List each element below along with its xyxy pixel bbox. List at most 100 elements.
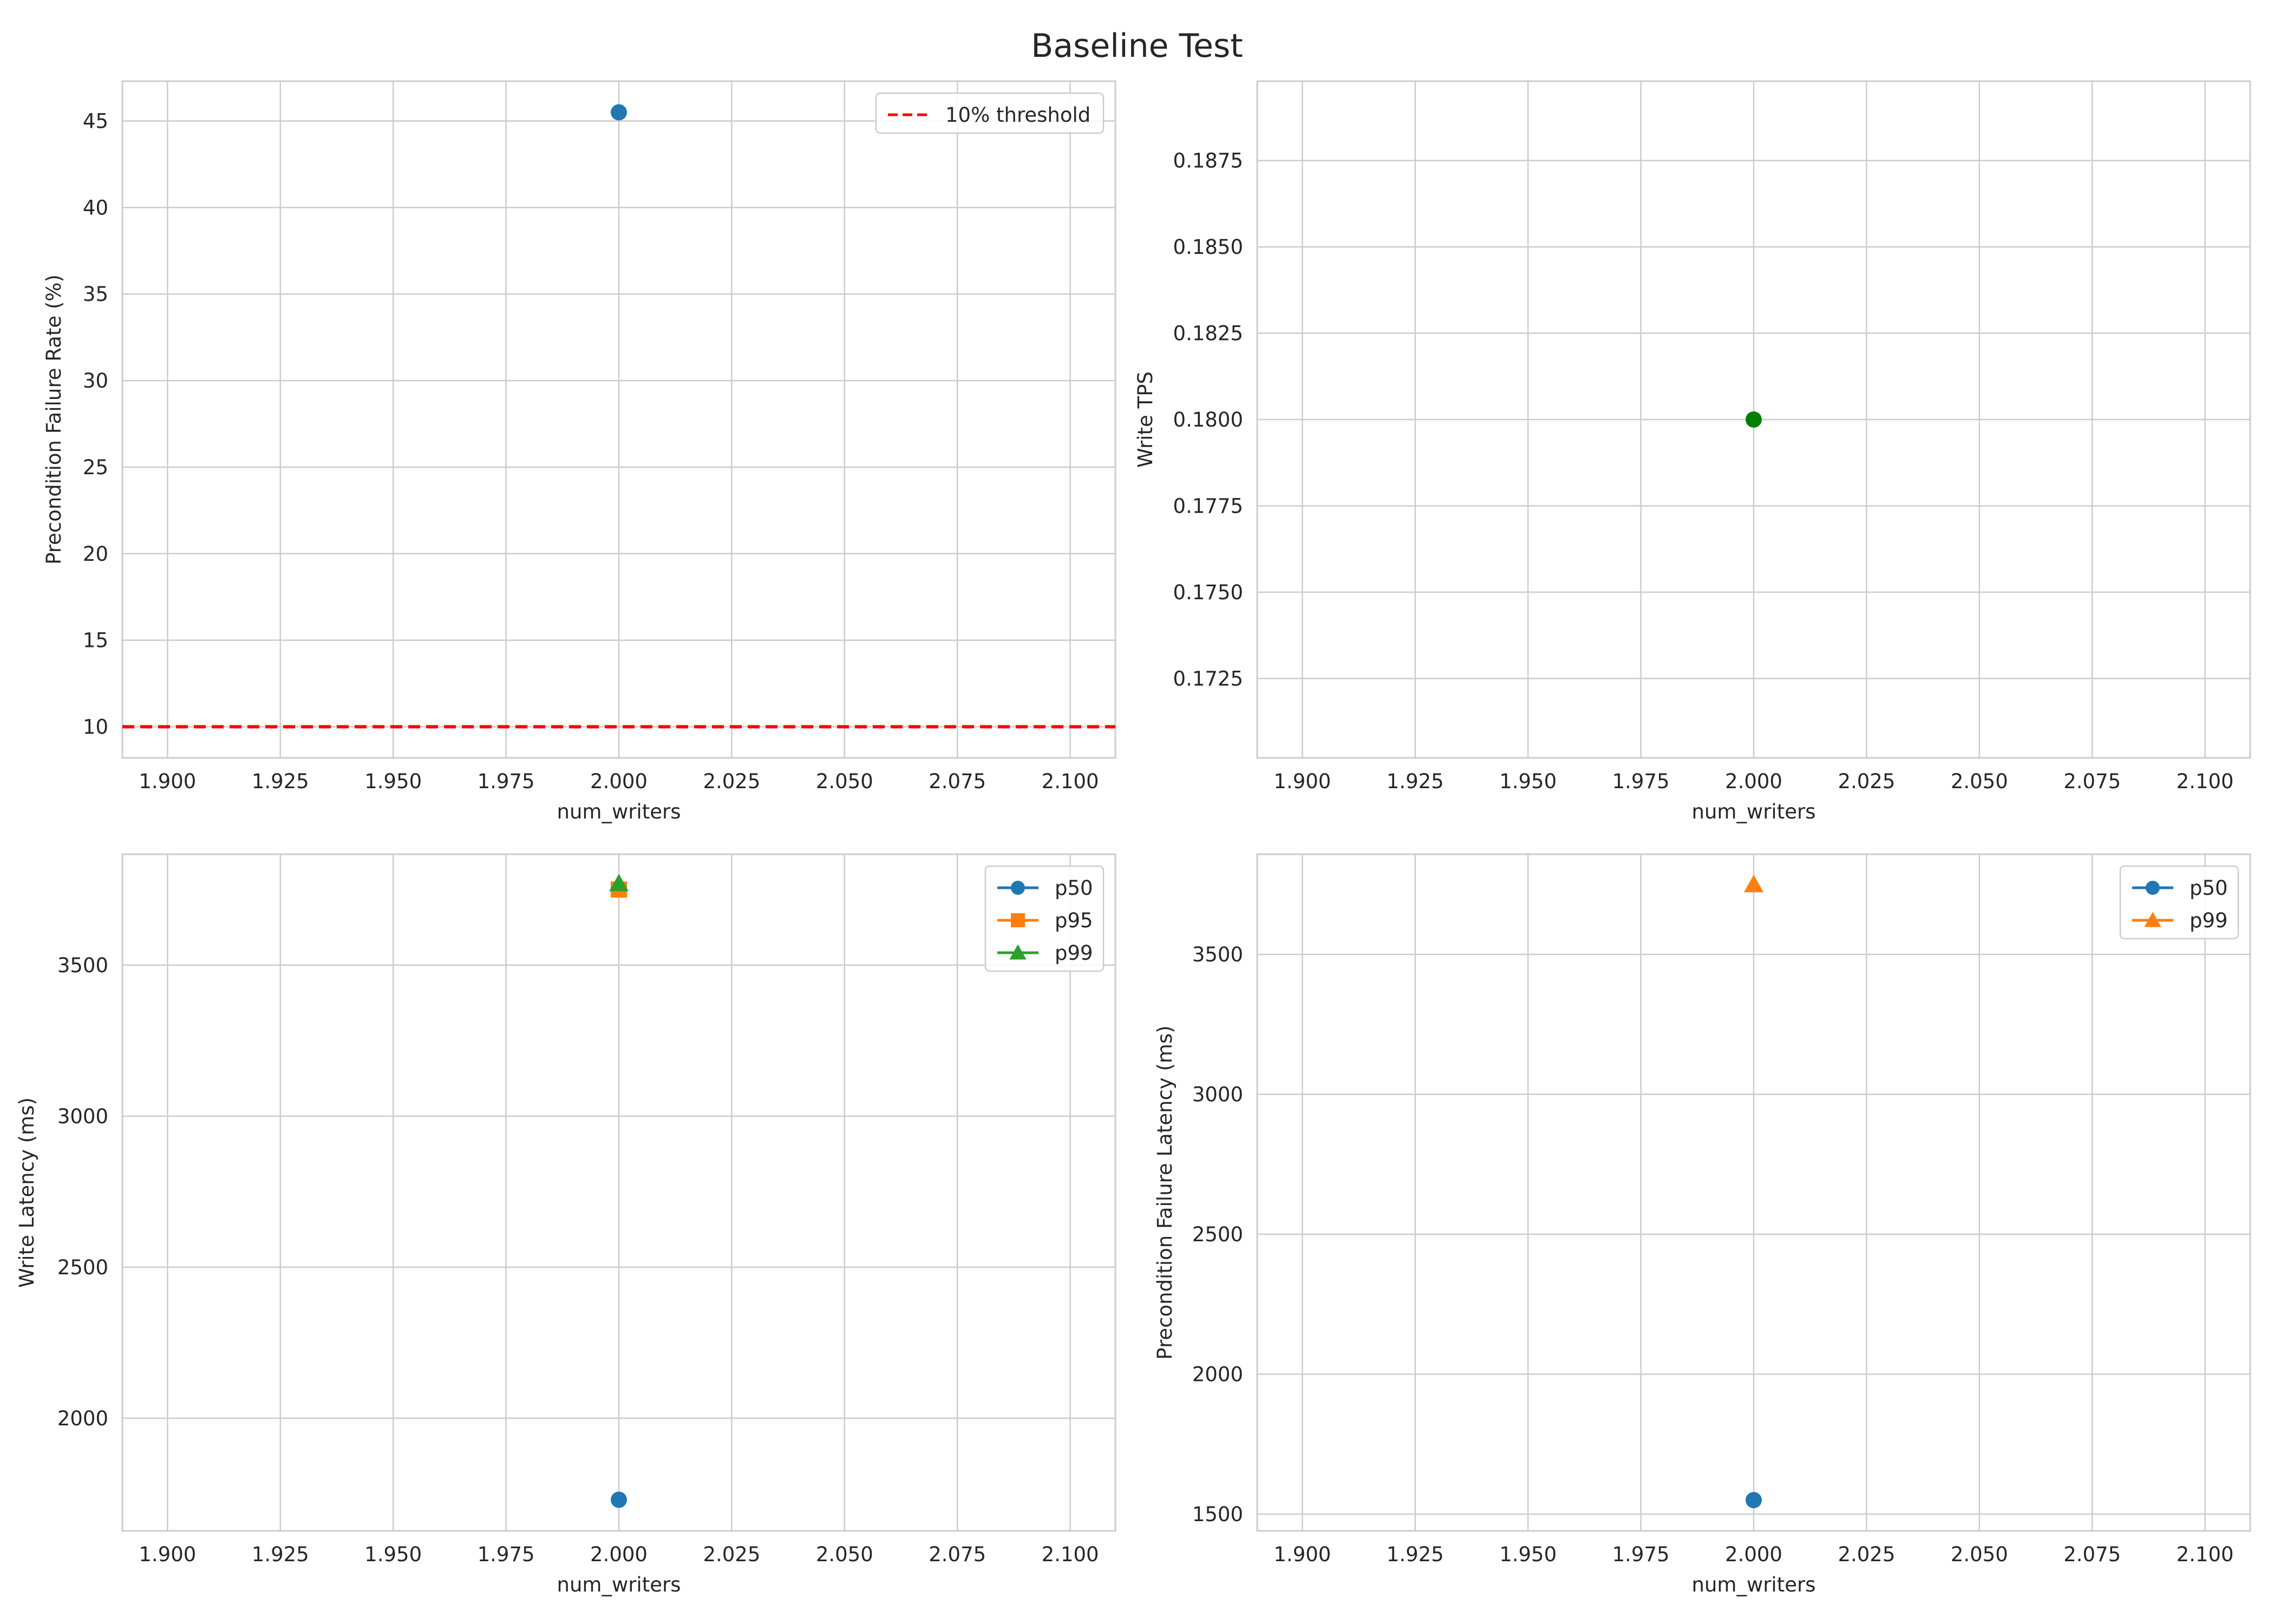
x-tick-label: 2.100	[1042, 770, 1099, 793]
y-axis-label: Precondition Failure Latency (ms)	[1153, 1025, 1177, 1359]
x-tick-label: 2.075	[929, 1543, 986, 1566]
data-point	[1746, 411, 1762, 428]
x-tick-label: 2.000	[590, 1543, 648, 1566]
x-tick-label: 2.075	[2063, 770, 2121, 793]
y-tick-label: 15	[83, 629, 108, 652]
data-point-p99	[1744, 874, 1763, 893]
x-tick-label: 1.950	[1499, 1543, 1557, 1566]
x-tick-label: 2.050	[816, 770, 873, 793]
y-tick-label: 3500	[1192, 943, 1243, 966]
legend-label: p99	[2190, 909, 2228, 932]
y-tick-label: 0.1875	[1173, 149, 1243, 173]
x-tick-label: 1.975	[1612, 770, 1670, 793]
legend-marker	[2144, 912, 2161, 927]
legend-label: p50	[2190, 876, 2228, 900]
legend-marker	[1009, 944, 1027, 960]
plot-frame	[121, 853, 1116, 1532]
x-tick-label: 2.050	[1951, 1543, 2008, 1566]
x-tick-label: 2.025	[1838, 770, 1895, 793]
y-tick-label: 0.1750	[1173, 581, 1243, 604]
subplots: 1.900 1.925 1.950 1.975 2.000 2.025 2.050 2.075…	[15, 80, 2251, 1596]
plot-frame	[121, 80, 1116, 759]
y-tick-label: 3000	[1192, 1083, 1243, 1106]
x-tick-label: 1.975	[478, 770, 535, 793]
x-tick-label: 2.075	[929, 770, 986, 793]
x-tick-label: 1.925	[252, 1543, 309, 1566]
y-tick-label: 2000	[57, 1407, 108, 1430]
y-tick-label: 3500	[57, 954, 108, 977]
x-tick-label: 1.925	[252, 770, 309, 793]
data-point	[611, 104, 627, 121]
y-tick-label: 40	[83, 196, 108, 219]
plot-frame	[1256, 853, 2251, 1532]
legend-marker	[2146, 881, 2160, 895]
y-tick-label: 0.1725	[1173, 667, 1243, 690]
y-tick-label: 45	[83, 110, 108, 133]
y-axis-label: Precondition Failure Rate (%)	[42, 274, 66, 565]
y-axis-label: Write TPS	[1134, 371, 1157, 468]
legend-label: p95	[1055, 909, 1093, 932]
y-tick-label: 0.1825	[1173, 322, 1243, 345]
x-tick-label: 2.025	[703, 1543, 760, 1566]
y-tick-label: 2500	[1192, 1223, 1243, 1246]
x-tick-label: 1.925	[1387, 770, 1444, 793]
x-tick-label: 2.000	[1725, 1543, 1782, 1566]
subplot-1: 1.900 1.925 1.950 1.975 2.000 2.025 2.050 2.075…	[42, 80, 1116, 823]
x-tick-label: 2.000	[1725, 770, 1782, 793]
legend-label: 10% threshold	[945, 103, 1090, 127]
x-tick-label: 1.900	[1273, 770, 1331, 793]
x-tick-label: 1.950	[364, 1543, 422, 1566]
legend-marker	[1011, 913, 1025, 927]
x-tick-label: 1.900	[1273, 1543, 1331, 1566]
x-tick-label: 2.050	[816, 1543, 873, 1566]
legend: p50 p95 p99	[984, 865, 1105, 972]
x-tick-label: 2.100	[2177, 770, 2234, 793]
x-axis-label: num_writers	[1692, 800, 1816, 823]
y-tick-label: 1500	[1192, 1503, 1243, 1526]
data-point-p99	[609, 874, 629, 892]
x-tick-label: 1.950	[1499, 770, 1557, 793]
x-tick-label: 2.050	[1951, 770, 2008, 793]
x-axis-label: num_writers	[557, 1573, 681, 1596]
y-tick-label: 20	[83, 542, 108, 566]
x-tick-label: 1.925	[1387, 1543, 1444, 1566]
x-tick-label: 1.900	[139, 770, 196, 793]
x-tick-label: 1.900	[139, 1543, 196, 1566]
x-tick-label: 2.000	[590, 770, 648, 793]
y-tick-label: 2500	[57, 1256, 108, 1279]
x-axis-label: num_writers	[557, 800, 681, 823]
y-tick-label: 10	[83, 715, 108, 738]
y-tick-label: 35	[83, 283, 108, 306]
legend-marker	[1011, 881, 1025, 895]
subplot-3: 1.900 1.925 1.950 1.975 2.000 2.025 2.050 2.075…	[15, 853, 1116, 1596]
legend: 10% threshold	[875, 92, 1105, 134]
subplot-4: 1.900 1.925 1.950 1.975 2.000 2.025 2.050 2.075…	[1153, 853, 2251, 1596]
plot-frame	[1256, 80, 2251, 759]
data-point-p50	[611, 1491, 627, 1508]
x-tick-label: 2.075	[2063, 1543, 2121, 1566]
y-tick-label: 3000	[57, 1105, 108, 1128]
x-tick-label: 2.100	[2177, 1543, 2234, 1566]
data-point-p50	[1746, 1492, 1762, 1509]
x-tick-label: 1.950	[364, 770, 422, 793]
subplot-2: 1.900 1.925 1.950 1.975 2.000 2.025 2.050 2.075…	[1134, 80, 2251, 823]
legend-box	[875, 92, 1105, 134]
x-tick-label: 1.975	[478, 1543, 535, 1566]
y-tick-label: 25	[83, 456, 108, 479]
x-tick-label: 2.025	[703, 770, 760, 793]
y-tick-label: 0.1850	[1173, 235, 1243, 259]
legend-label: p50	[1055, 876, 1093, 900]
y-tick-label: 0.1800	[1173, 408, 1243, 431]
y-tick-label: 30	[83, 369, 108, 392]
x-tick-label: 1.975	[1612, 1543, 1670, 1566]
x-tick-label: 2.100	[1042, 1543, 1099, 1566]
x-tick-label: 2.025	[1838, 1543, 1895, 1566]
legend-label: p99	[1055, 941, 1093, 965]
y-tick-label: 2000	[1192, 1363, 1243, 1386]
x-axis-label: num_writers	[1692, 1573, 1816, 1596]
y-tick-label: 0.1775	[1173, 494, 1243, 518]
figure-title: Baseline Test	[1031, 27, 1243, 65]
y-axis-label: Write Latency (ms)	[15, 1097, 38, 1288]
